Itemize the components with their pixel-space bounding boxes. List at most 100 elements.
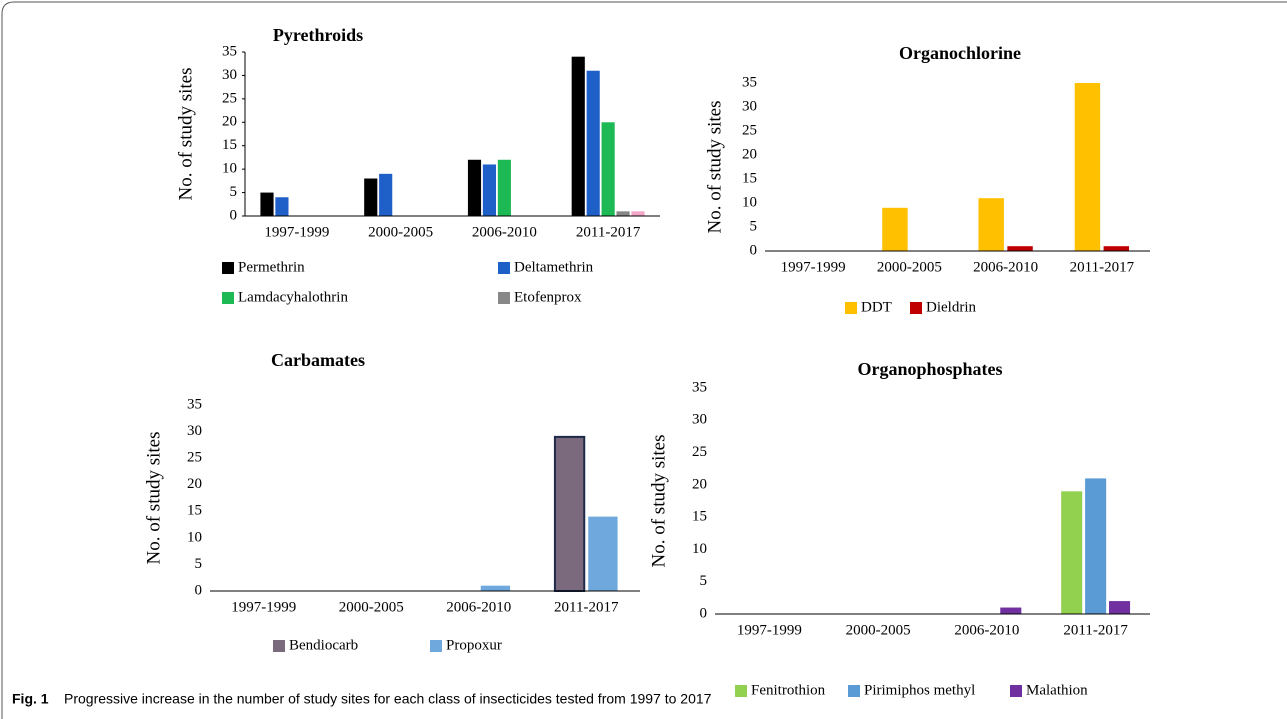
bar: [1000, 607, 1022, 614]
chart-title: Organophosphates: [857, 359, 1002, 379]
bar: [1007, 246, 1033, 251]
y-axis-label: No. of study sites: [648, 435, 669, 568]
legend-swatch: [845, 302, 857, 314]
y-tick-label: 35: [742, 74, 757, 90]
legend-swatch: [222, 292, 234, 304]
bar: [588, 516, 618, 591]
chart-title: Carbamates: [271, 350, 365, 370]
y-axis-label: No. of study sites: [143, 432, 164, 565]
chart-title: Pyrethroids: [273, 25, 363, 45]
bar: [467, 159, 482, 216]
y-tick-label: 25: [187, 450, 202, 466]
x-tick-label: 1997-1999: [781, 259, 846, 275]
bar: [601, 122, 615, 216]
x-tick-label: 2006-2010: [973, 259, 1038, 275]
bar: [497, 159, 511, 216]
legend-label: Bendiocarb: [289, 637, 358, 653]
y-tick-label: 0: [750, 242, 758, 258]
legend-swatch: [848, 685, 860, 697]
y-tick-label: 35: [187, 396, 202, 412]
bar: [631, 211, 645, 216]
x-tick-label: 2000-2005: [846, 622, 911, 638]
bar: [1061, 491, 1083, 614]
bar: [1103, 246, 1130, 251]
x-tick-label: 2006-2010: [954, 622, 1019, 638]
y-tick-label: 20: [187, 476, 202, 492]
y-tick-label: 30: [692, 412, 707, 428]
y-tick-label: 20: [222, 114, 237, 130]
y-tick-label: 35: [222, 43, 237, 59]
x-tick-label: 2011-2017: [554, 599, 619, 615]
y-tick-label: 25: [742, 122, 757, 138]
legend-swatch: [222, 262, 234, 274]
y-tick-label: 5: [230, 184, 238, 200]
bar: [364, 178, 378, 216]
chart-title: Organochlorine: [899, 43, 1021, 63]
bar: [482, 164, 497, 216]
legend-swatch: [273, 640, 285, 652]
y-tick-label: 25: [222, 90, 237, 106]
y-tick-label: 5: [195, 556, 203, 572]
y-tick-label: 15: [692, 509, 707, 525]
x-tick-label: 2011-2017: [576, 224, 641, 240]
x-tick-label: 1997-1999: [737, 622, 802, 638]
legend-swatch: [430, 640, 442, 652]
legend-label: Malathion: [1026, 682, 1088, 698]
legend-label: DDT: [861, 299, 892, 315]
legend-label: Pirimiphos methyl: [864, 682, 975, 698]
legend-label: Deltamethrin: [514, 259, 594, 275]
y-tick-label: 15: [742, 170, 757, 186]
bar: [1109, 601, 1131, 614]
legend-swatch: [735, 685, 747, 697]
caption-label: Fig. 1: [12, 691, 49, 707]
legend-swatch: [910, 302, 922, 314]
y-tick-label: 30: [742, 98, 757, 114]
y-tick-label: 10: [742, 194, 757, 210]
x-tick-label: 2006-2010: [446, 599, 511, 615]
bar: [379, 173, 393, 216]
y-tick-label: 5: [700, 573, 708, 589]
y-tick-label: 0: [700, 605, 708, 621]
y-tick-label: 30: [222, 67, 237, 83]
legend-swatch: [498, 262, 510, 274]
bar: [882, 207, 908, 251]
y-tick-label: 5: [750, 218, 758, 234]
legend-label: Fenitrothion: [751, 682, 826, 698]
legend-label: Propoxur: [446, 637, 502, 653]
bar: [275, 197, 289, 216]
legend-label: Etofenprox: [514, 289, 582, 305]
bar: [480, 585, 511, 591]
bar: [616, 211, 630, 216]
legend-label: Lamdacyhalothrin: [238, 289, 348, 305]
x-tick-label: 2011-2017: [1070, 259, 1135, 275]
y-axis-label: No. of study sites: [175, 68, 196, 201]
y-tick-label: 10: [692, 541, 707, 557]
y-tick-label: 0: [195, 582, 203, 598]
legend-label: Dieldrin: [926, 299, 976, 315]
bar: [978, 198, 1004, 251]
y-axis-label: No. of study sites: [704, 101, 725, 234]
legend-swatch: [498, 292, 510, 304]
bar: [260, 192, 274, 216]
x-tick-label: 2011-2017: [1063, 622, 1128, 638]
x-tick-label: 2000-2005: [877, 259, 942, 275]
bar: [571, 56, 585, 216]
bar: [586, 70, 600, 216]
y-tick-label: 25: [692, 444, 707, 460]
y-tick-label: 15: [222, 137, 237, 153]
y-tick-label: 35: [692, 379, 707, 395]
caption-text: Progressive increase in the number of st…: [64, 691, 712, 707]
legend-label: Permethrin: [238, 259, 305, 275]
y-tick-label: 20: [692, 476, 707, 492]
x-tick-label: 1997-1999: [231, 599, 296, 615]
y-tick-label: 30: [187, 423, 202, 439]
x-tick-label: 1997-1999: [264, 224, 329, 240]
x-tick-label: 2000-2005: [339, 599, 404, 615]
bar: [1074, 83, 1101, 251]
y-tick-label: 15: [187, 503, 202, 519]
x-tick-label: 2006-2010: [472, 224, 537, 240]
y-tick-label: 10: [222, 161, 237, 177]
bar: [1085, 478, 1107, 614]
